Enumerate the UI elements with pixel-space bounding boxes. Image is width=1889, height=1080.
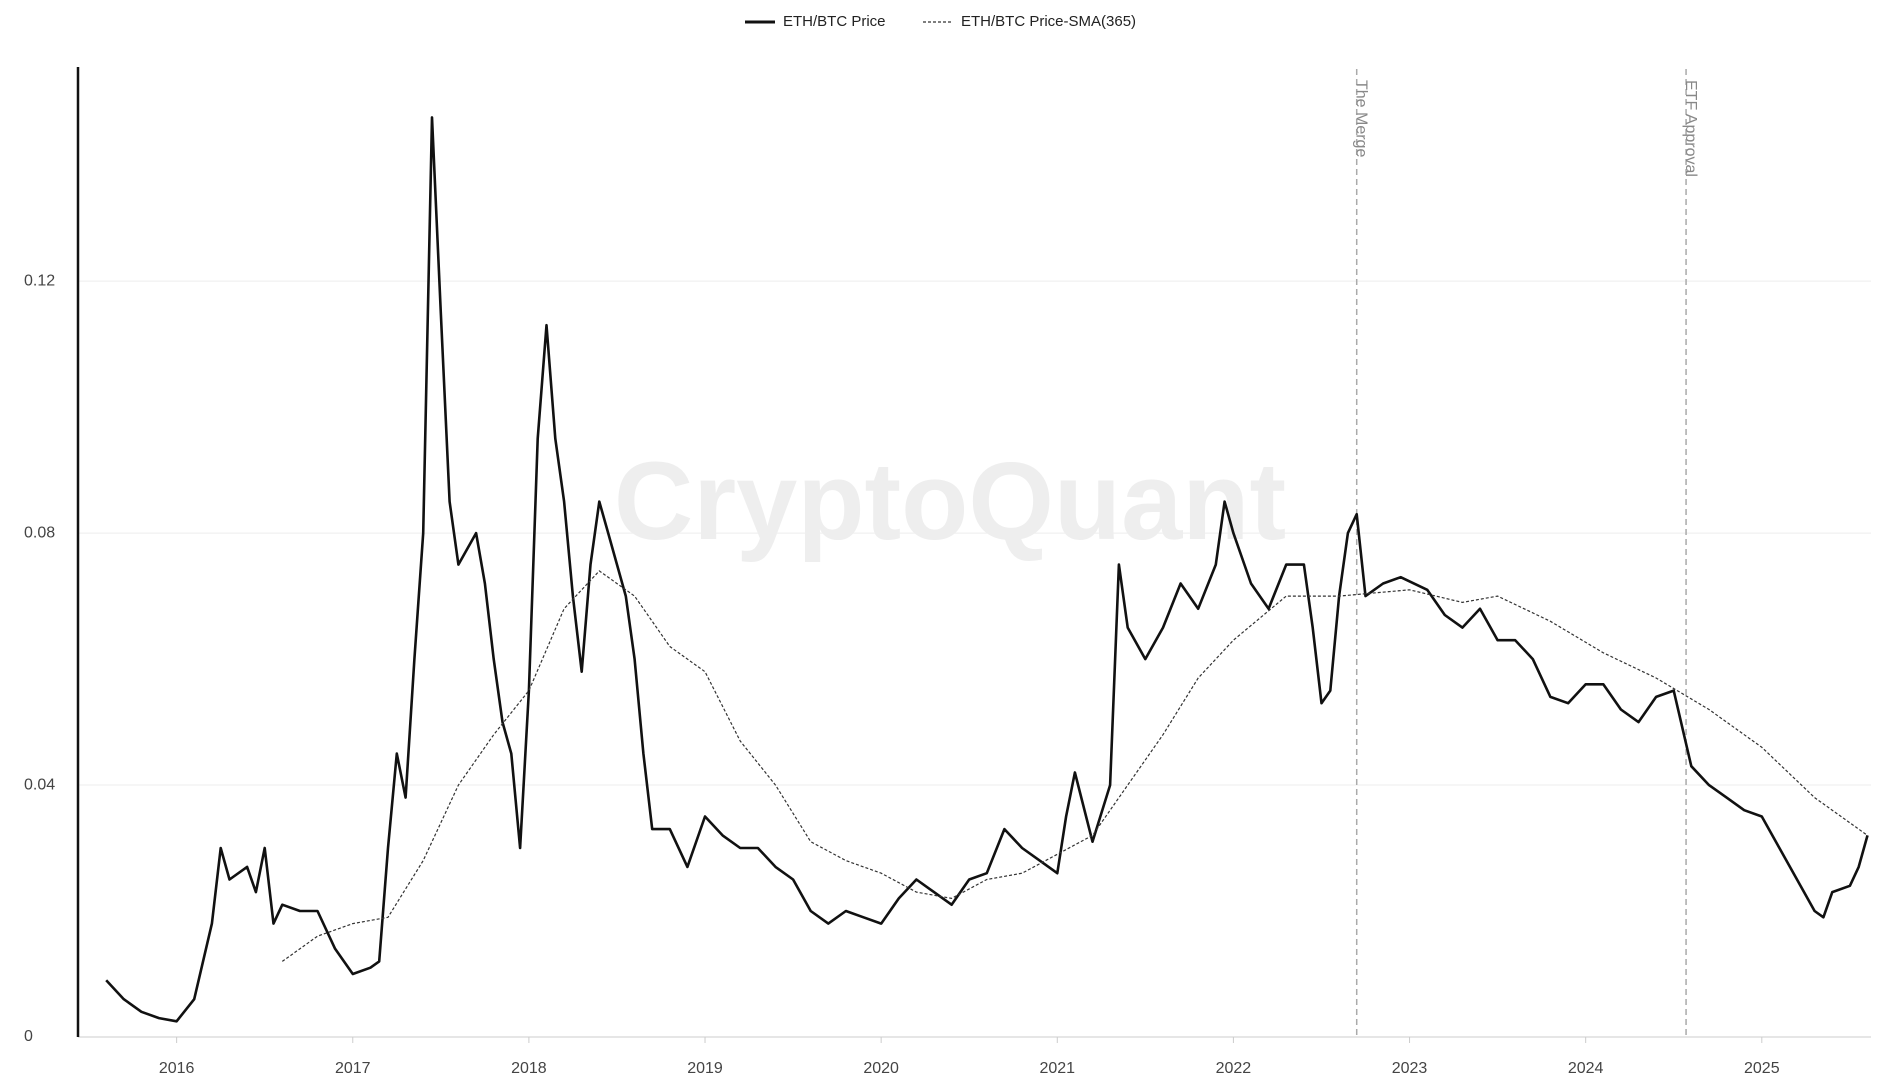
x-tick-label: 2022 — [1216, 1060, 1252, 1077]
y-tick-label: 0.04 — [24, 776, 55, 793]
data-line — [281, 570, 1868, 962]
x-tick-label: 2025 — [1744, 1060, 1780, 1077]
x-tick-label: 2016 — [159, 1060, 195, 1077]
y-tick-label: 0.12 — [24, 272, 55, 289]
annotation-label: ETF Approval — [1682, 80, 1699, 177]
watermark: CryptoQuant — [614, 440, 1286, 563]
x-tick-label: 2023 — [1392, 1060, 1428, 1077]
y-tick-label: 0 — [24, 1028, 33, 1045]
y-tick-label: 0.08 — [24, 524, 55, 541]
data-line — [105, 116, 1869, 1023]
x-tick-label: 2019 — [687, 1060, 723, 1077]
x-tick-label: 2021 — [1039, 1060, 1075, 1077]
x-tick-label: 2017 — [335, 1060, 371, 1077]
x-tick-label: 2018 — [511, 1060, 547, 1077]
legend-label: ETH/BTC Price — [783, 13, 886, 30]
annotation-label: The Merge — [1352, 80, 1369, 157]
x-tick-label: 2024 — [1568, 1060, 1604, 1077]
x-tick-label: 2020 — [863, 1060, 899, 1077]
legend: ETH/BTC Price ETH/BTC Price-SMA(365) — [745, 13, 1136, 30]
legend-label: ETH/BTC Price-SMA(365) — [961, 13, 1136, 30]
